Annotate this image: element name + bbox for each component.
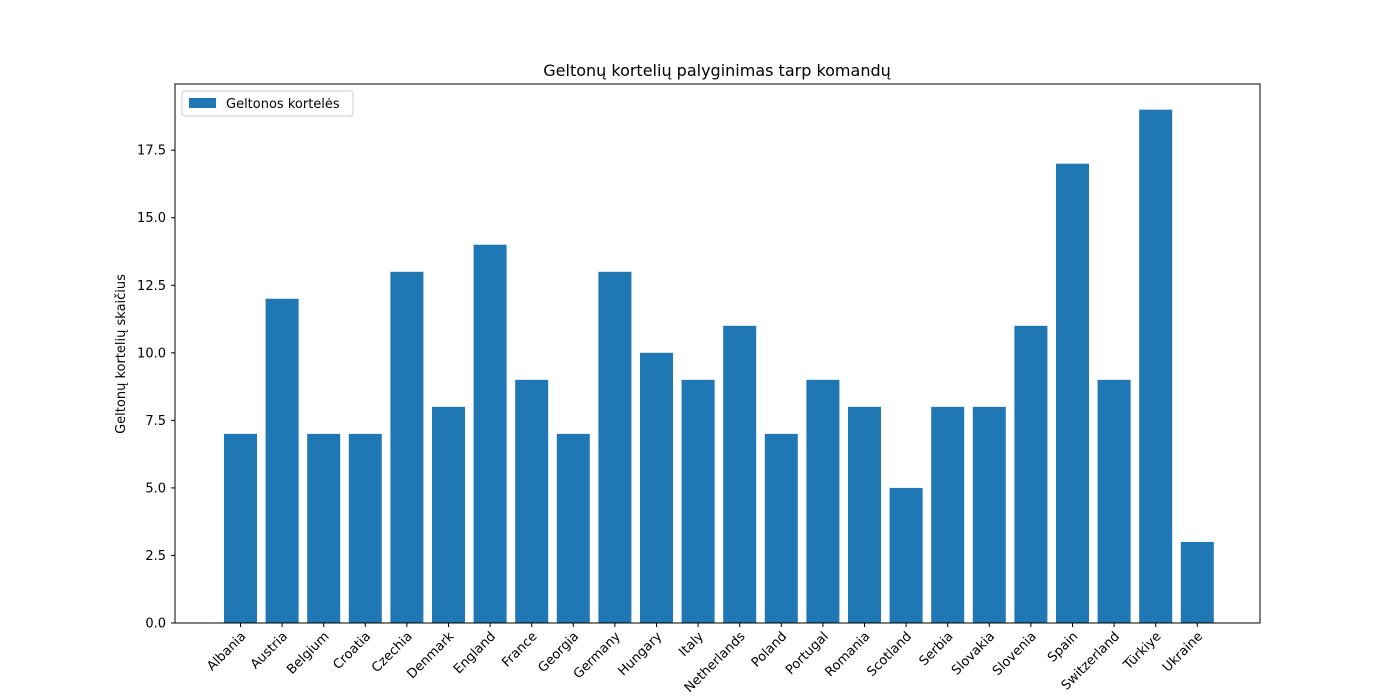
bar-spain xyxy=(1056,163,1089,623)
legend-label: Geltonos kortelės xyxy=(226,97,340,112)
bar-poland xyxy=(764,433,798,623)
bar-croatia xyxy=(348,433,382,623)
bar-france xyxy=(515,379,549,623)
axes-frame xyxy=(174,83,1261,624)
bar-albania xyxy=(224,433,257,623)
bar-switzerland xyxy=(1097,379,1131,623)
y-tick-label: 7.5 xyxy=(145,414,166,429)
y-axis-label: Geltonų kortelių skaičius xyxy=(114,274,129,434)
bar-netherlands xyxy=(723,325,757,623)
bar-italy xyxy=(681,379,715,623)
bar-belgium xyxy=(307,433,341,623)
y-tick-label: 0.0 xyxy=(145,617,166,632)
bar-england xyxy=(473,244,507,623)
legend-frame xyxy=(181,90,354,117)
legend: Geltonos kortelės xyxy=(181,90,354,117)
y-tick-label: 12.5 xyxy=(137,279,166,294)
bar-hungary xyxy=(640,352,673,623)
y-tick-label: 17.5 xyxy=(137,144,166,159)
bar-serbia xyxy=(931,406,965,623)
bar-ukraine xyxy=(1180,541,1214,623)
bar-czechia xyxy=(390,271,424,623)
bar-georgia xyxy=(556,433,590,623)
bar-slovenia xyxy=(1014,325,1048,623)
y-tick-label: 10.0 xyxy=(137,346,166,361)
bar-germany xyxy=(598,271,632,623)
bar-türkiye xyxy=(1139,109,1173,624)
bar-portugal xyxy=(806,379,840,623)
bar-romania xyxy=(848,406,881,623)
legend-swatch xyxy=(189,98,216,108)
y-tick-label: 2.5 xyxy=(145,549,166,564)
bar-scotland xyxy=(889,487,923,623)
chart-title: Geltonų kortelių palyginimas tarp komand… xyxy=(543,61,891,80)
bar-slovakia xyxy=(972,406,1006,623)
y-tick-label: 5.0 xyxy=(145,481,166,496)
bar-austria xyxy=(265,298,299,623)
bar-denmark xyxy=(432,406,465,623)
y-tick-label: 15.0 xyxy=(137,211,166,226)
